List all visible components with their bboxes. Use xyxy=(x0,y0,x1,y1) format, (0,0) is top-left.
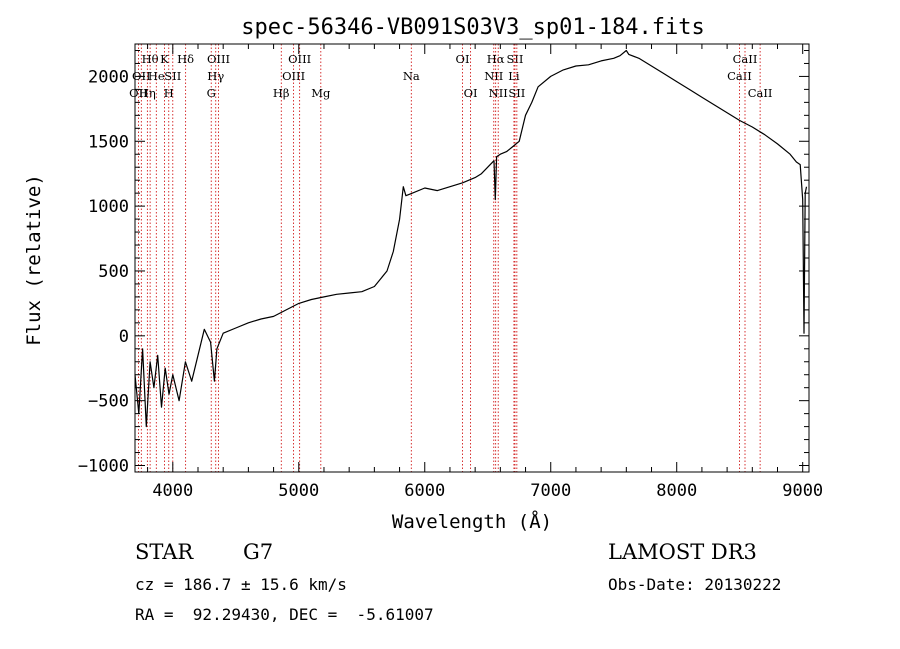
x-tick-label: 8000 xyxy=(656,481,697,501)
line-label: OIII xyxy=(207,52,230,66)
y-axis-label: Flux (relative) xyxy=(23,174,45,346)
y-tick-label: 1000 xyxy=(88,197,129,217)
line-label: NII xyxy=(484,69,503,83)
line-label: OIII xyxy=(288,52,311,66)
x-tick-label: 5000 xyxy=(278,481,319,501)
line-label: Li xyxy=(508,69,520,83)
line-label: CaII xyxy=(727,69,752,83)
line-label: Na xyxy=(403,69,420,83)
line-label: CaII xyxy=(748,86,773,100)
x-tick-label: 6000 xyxy=(404,481,445,501)
line-label: Hδ xyxy=(177,52,194,66)
line-label: SII xyxy=(508,86,525,100)
line-label: G xyxy=(207,86,216,100)
object-class: STAR xyxy=(135,540,194,564)
line-label: NII xyxy=(489,86,508,100)
chart-title: spec-56346-VB091S03V3_sp01-184.fits xyxy=(241,15,705,40)
y-tick-label: 1500 xyxy=(88,132,129,152)
survey-name: LAMOST DR3 xyxy=(608,540,757,564)
object-subclass: G7 xyxy=(243,540,274,564)
line-label: OI xyxy=(464,86,478,100)
axes: 4000 5000 6000 7000 8000 9000 −1000 −500 0 500 100… xyxy=(78,44,823,501)
x-tick-label: 4000 xyxy=(152,481,193,501)
observation-date: Obs-Date: 20130222 xyxy=(608,575,782,594)
redshift-readout: cz = 186.7 ± 15.6 km/s xyxy=(135,575,347,594)
line-label: OIII xyxy=(282,69,305,83)
x-tick-label: 7000 xyxy=(530,481,571,501)
y-tick-label: 2000 xyxy=(88,67,129,87)
line-label: OII xyxy=(129,86,148,100)
line-label: Hγ xyxy=(207,69,224,83)
plot-frame xyxy=(134,43,810,473)
coordinates-readout: RA = 92.29430, DEC = -5.61007 xyxy=(135,605,434,624)
x-tick-label: 9000 xyxy=(782,481,823,501)
line-label: K xyxy=(160,52,169,66)
line-label: Hα xyxy=(487,52,505,66)
y-tick-label: −500 xyxy=(88,392,129,412)
y-tick-label: 500 xyxy=(98,262,129,282)
line-label: Hθ xyxy=(142,52,159,66)
emission-line-markers: OIIOIIHηHθHeKHSIIHδGHγOIIIHβOIIIOIIIMgNa… xyxy=(129,44,772,472)
spectrum-series xyxy=(134,49,808,428)
line-label: Mg xyxy=(311,86,331,100)
x-axis-label: Wavelength (Å) xyxy=(392,510,552,533)
line-label: Hη xyxy=(139,86,156,100)
line-label: OI xyxy=(456,52,470,66)
line-label: He xyxy=(148,69,165,83)
y-tick-label: 0 xyxy=(119,327,129,347)
line-label: SII xyxy=(164,69,181,83)
line-label: CaII xyxy=(733,52,758,66)
line-label: H xyxy=(164,86,174,100)
spectrum-line xyxy=(134,49,808,428)
y-tick-label: −1000 xyxy=(78,457,129,477)
line-label: SII xyxy=(506,52,523,66)
line-label: Hβ xyxy=(273,86,290,100)
